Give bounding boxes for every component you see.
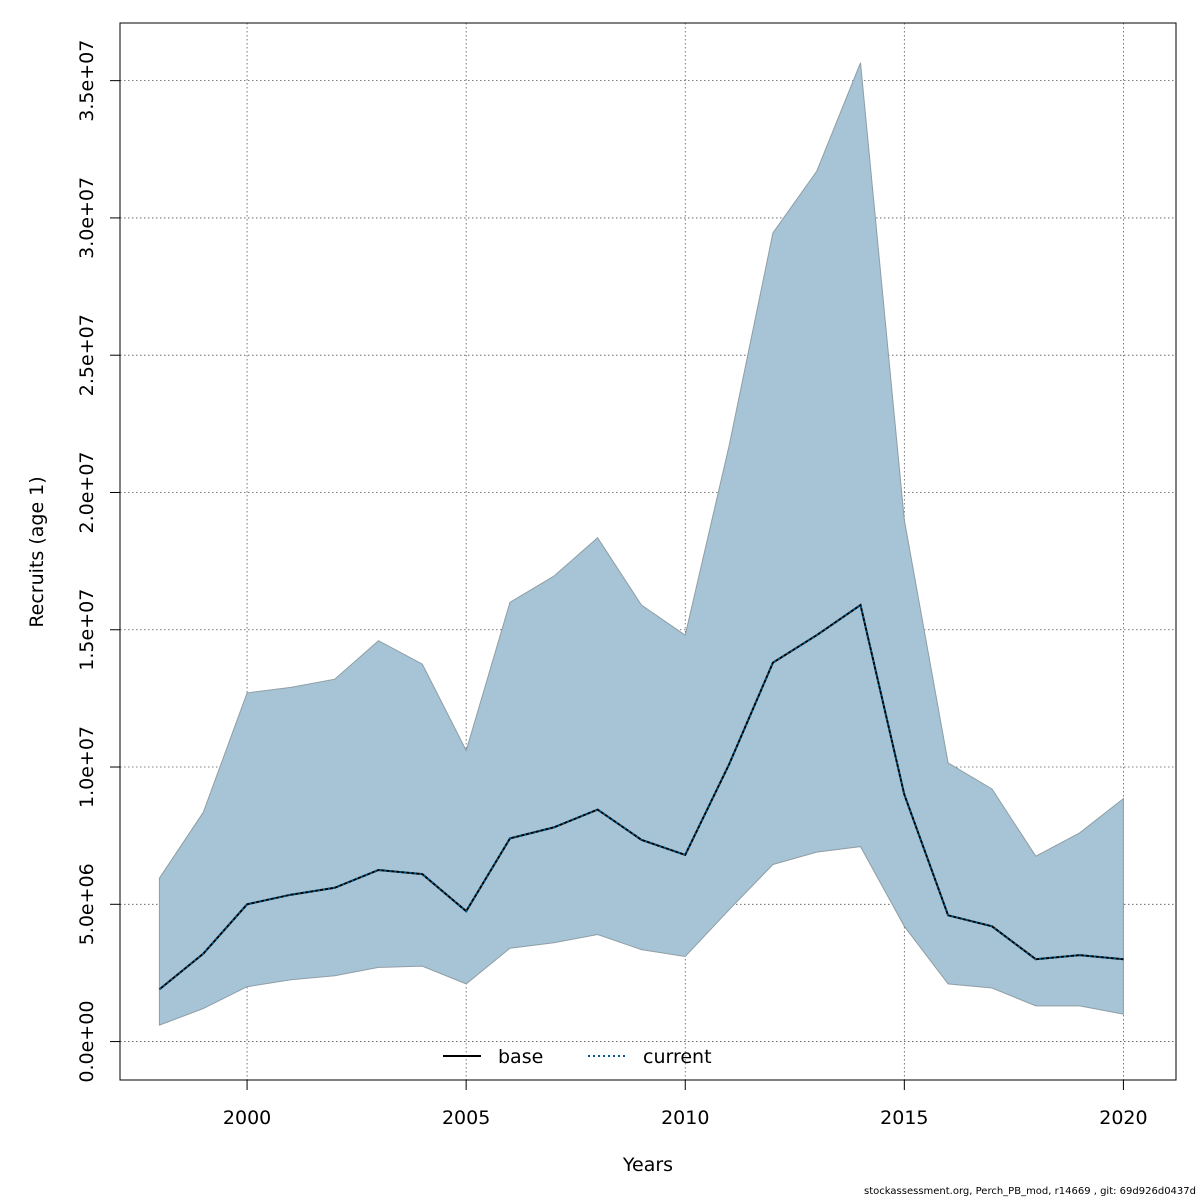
x-tick-label: 2010 <box>661 1107 709 1129</box>
y-tick-label: 1.0e+07 <box>76 726 98 808</box>
confidence-band <box>158 62 1124 1026</box>
grid-lines <box>120 23 1176 1080</box>
x-tick-label: 2015 <box>880 1107 928 1129</box>
x-axis-title: Years <box>622 1154 673 1176</box>
y-tick-label: 3.5e+07 <box>76 40 98 122</box>
legend: base current <box>443 1046 712 1068</box>
y-tick-label: 1.5e+07 <box>76 589 98 671</box>
y-tick-label: 3.0e+07 <box>76 177 98 259</box>
y-axis: 0.0e+00 5.0e+06 1.0e+07 1.5e+07 2.0e+07 2.5e+… <box>76 40 120 1083</box>
y-tick-label: 2.0e+07 <box>76 451 98 533</box>
footer-credit: stockassessment.org, Perch_PB_mod, r1466… <box>864 1186 1196 1197</box>
x-tick-label: 2005 <box>442 1107 490 1129</box>
y-axis-title: Recruits (age 1) <box>26 476 48 627</box>
y-tick-label: 2.5e+07 <box>76 314 98 396</box>
y-tick-label: 5.0e+06 <box>76 863 98 945</box>
x-tick-label: 2020 <box>1099 1107 1147 1129</box>
legend-label-current: current <box>643 1046 712 1068</box>
x-axis: 2000 2005 2010 2015 2020 <box>223 1080 1148 1129</box>
plot-frame <box>119 22 1177 1081</box>
x-tick-label: 2000 <box>223 1107 271 1129</box>
legend-label-base: base <box>498 1046 543 1068</box>
series-line-current <box>158 603 1124 991</box>
y-tick-label: 0.0e+00 <box>76 1001 98 1083</box>
